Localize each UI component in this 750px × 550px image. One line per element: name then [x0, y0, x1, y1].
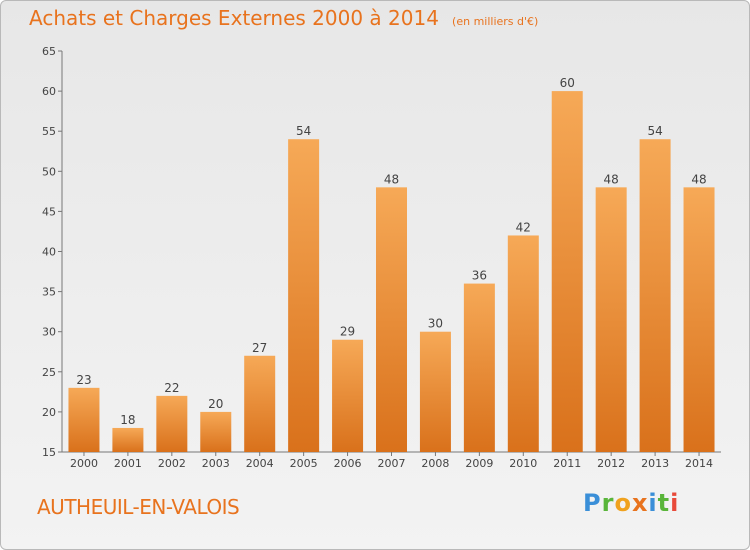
bar: [639, 139, 671, 452]
bar: [683, 187, 715, 452]
y-tick-label: 60: [42, 85, 56, 98]
x-tick-label: 2005: [290, 457, 318, 470]
x-tick-label: 2002: [158, 457, 186, 470]
y-tick-label: 15: [42, 446, 56, 459]
x-tick-label: 2010: [509, 457, 537, 470]
chart-title-block: Achats et Charges Externes 2000 à 2014 (…: [29, 6, 538, 30]
x-tick-label: 2013: [641, 457, 669, 470]
bar: [419, 331, 451, 452]
bar: [507, 235, 539, 452]
data-label: 23: [76, 373, 91, 387]
y-tick-label: 45: [42, 205, 56, 218]
data-label: 36: [472, 269, 487, 283]
chart-axes: 15 20 25 30 35 40 45 50 55 60 65 2000 2001 2002 2003 20…: [42, 45, 721, 470]
bar: [288, 139, 320, 452]
bar: [463, 283, 495, 452]
y-tick-label: 35: [42, 286, 56, 299]
bar: [200, 411, 232, 452]
bar: [376, 187, 407, 452]
data-label: 48: [384, 172, 399, 186]
x-tick-label: 2000: [70, 457, 98, 470]
y-tick-label: 40: [42, 246, 56, 259]
proxiti-logo: Proxiti: [583, 489, 680, 517]
y-tick-label: 20: [42, 406, 56, 419]
place-name: AUTHEUIL-EN-VALOIS: [37, 495, 240, 519]
data-label: 30: [428, 317, 443, 331]
x-tick-label: 2009: [465, 457, 493, 470]
bar: [595, 187, 627, 452]
x-tick-label: 2006: [334, 457, 362, 470]
bar: [68, 387, 100, 452]
y-tick-label: 25: [42, 366, 56, 379]
data-label: 48: [604, 172, 619, 186]
data-label: 48: [691, 172, 706, 186]
data-label: 54: [647, 124, 662, 138]
x-tick-label: 2014: [685, 457, 713, 470]
data-label: 18: [120, 413, 135, 427]
y-tick-label: 50: [42, 165, 56, 178]
x-tick-label: 2001: [114, 457, 142, 470]
chart-labels: 23 18 22 20 27 54 29 48 30 36 42 60 48 54 48: [76, 76, 706, 427]
chart-title: Achats et Charges Externes 2000 à 2014: [29, 6, 439, 30]
y-tick-label: 55: [42, 125, 56, 138]
y-tick-label: 65: [42, 45, 56, 58]
chart-unit: (en milliers d'€): [452, 15, 539, 28]
bar: [244, 355, 276, 452]
x-tick-label: 2004: [246, 457, 274, 470]
bar: [332, 339, 364, 452]
x-tick-label: 2011: [553, 457, 581, 470]
data-label: 54: [296, 124, 311, 138]
bar: [156, 395, 188, 452]
data-label: 27: [252, 341, 267, 355]
x-tick-label: 2008: [421, 457, 449, 470]
x-tick-label: 2007: [378, 457, 406, 470]
data-label: 60: [560, 76, 575, 90]
data-label: 22: [164, 381, 179, 395]
data-label: 42: [516, 220, 531, 234]
chart-bars: [68, 91, 715, 452]
bar: [551, 91, 583, 452]
data-label: 20: [208, 397, 223, 411]
data-label: 29: [340, 325, 355, 339]
y-tick-label: 30: [42, 326, 56, 339]
x-tick-label: 2003: [202, 457, 230, 470]
x-tick-label: 2012: [597, 457, 625, 470]
bar: [112, 427, 144, 452]
